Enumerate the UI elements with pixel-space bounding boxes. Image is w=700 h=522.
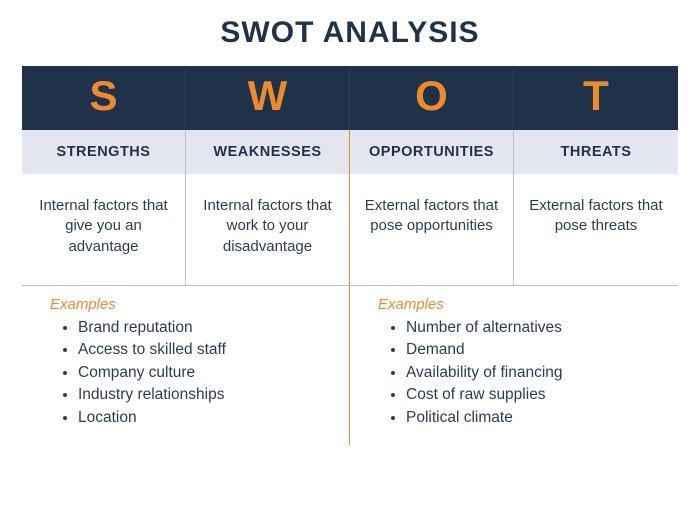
list-item: Political climate: [406, 407, 668, 429]
swot-subtitle-weaknesses: WEAKNESSES: [186, 130, 350, 174]
swot-subtitle-row: STRENGTHS WEAKNESSES OPPORTUNITIES THREA…: [22, 130, 678, 174]
list-item: Cost of raw supplies: [406, 384, 668, 406]
swot-desc-row: Internal factors that give you an advant…: [22, 174, 678, 285]
list-item: Company culture: [78, 362, 339, 384]
swot-letter-o: O: [350, 66, 514, 130]
list-item: Demand: [406, 339, 668, 361]
swot-letter-w: W: [186, 66, 350, 130]
swot-desc-threats: External factors that pose threats: [514, 174, 678, 285]
examples-external: Examples Number of alternatives Demand A…: [350, 286, 678, 445]
swot-subtitle-threats: THREATS: [514, 130, 678, 174]
examples-list-right: Number of alternatives Demand Availabili…: [376, 317, 668, 429]
swot-desc-strengths: Internal factors that give you an advant…: [22, 174, 186, 285]
list-item: Industry relationships: [78, 384, 339, 406]
list-item: Availability of financing: [406, 362, 668, 384]
list-item: Location: [78, 407, 339, 429]
examples-internal: Examples Brand reputation Access to skil…: [22, 286, 350, 445]
examples-list-left: Brand reputation Access to skilled staff…: [48, 317, 339, 429]
swot-letter-row: S W O T: [22, 66, 678, 130]
examples-label-right: Examples: [378, 296, 668, 313]
swot-letter-s: S: [22, 66, 186, 130]
examples-label-left: Examples: [50, 296, 339, 313]
list-item: Access to skilled staff: [78, 339, 339, 361]
swot-examples-row: Examples Brand reputation Access to skil…: [22, 285, 678, 445]
swot-letter-t: T: [514, 66, 678, 130]
swot-subtitle-opportunities: OPPORTUNITIES: [350, 130, 514, 174]
swot-infographic: SWOT ANALYSIS S W O T STRENGTHS WEAKNESS…: [0, 0, 700, 445]
list-item: Brand reputation: [78, 317, 339, 339]
list-item: Number of alternatives: [406, 317, 668, 339]
swot-desc-opportunities: External factors that pose opportunities: [350, 174, 514, 285]
page-title: SWOT ANALYSIS: [22, 16, 678, 50]
swot-subtitle-strengths: STRENGTHS: [22, 130, 186, 174]
swot-desc-weaknesses: Internal factors that work to your disad…: [186, 174, 350, 285]
